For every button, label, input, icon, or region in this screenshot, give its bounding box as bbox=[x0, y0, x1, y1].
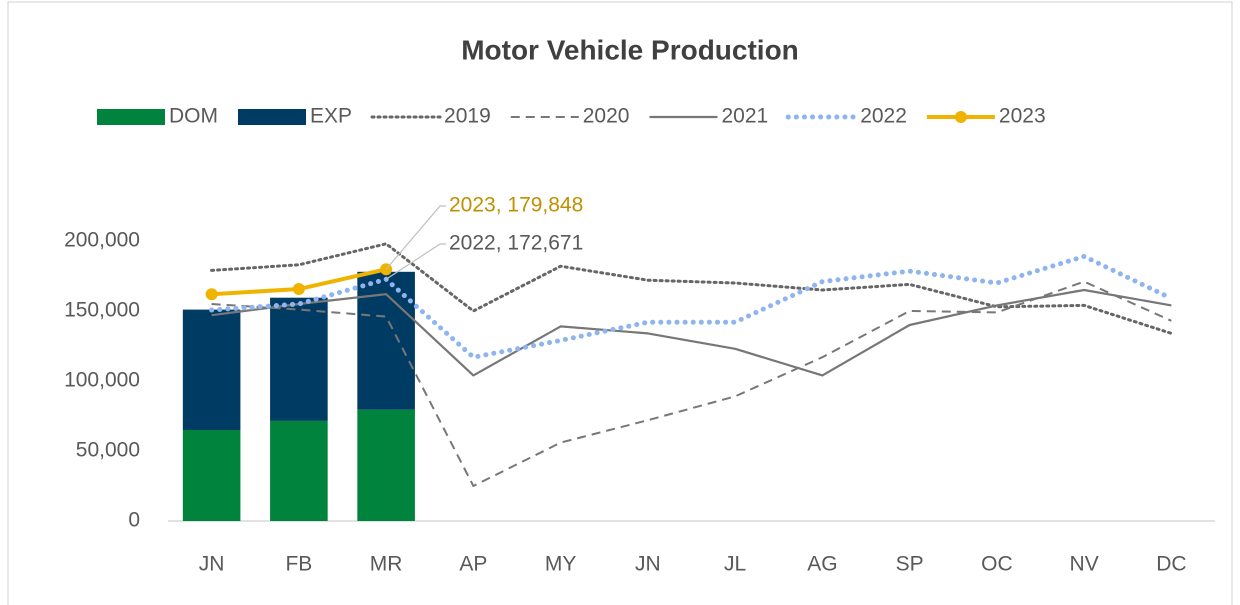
x-tick-label: JL bbox=[724, 553, 746, 576]
line-series bbox=[210, 242, 1173, 335]
y-tick-label: 50,000 bbox=[76, 439, 140, 462]
legend-label: 2023 bbox=[999, 105, 1046, 128]
legend-swatch bbox=[97, 109, 165, 125]
legend-swatch bbox=[238, 109, 306, 125]
x-tick-label: JN bbox=[635, 553, 661, 576]
x-tick-label: SP bbox=[896, 553, 924, 576]
x-tick-label: NV bbox=[1070, 553, 1099, 576]
bar bbox=[357, 271, 415, 410]
y-tick-label: 100,000 bbox=[64, 369, 140, 392]
legend-marker bbox=[954, 111, 967, 123]
bar bbox=[270, 420, 328, 521]
legend-label: 2022 bbox=[860, 105, 907, 128]
bar bbox=[182, 430, 241, 521]
bar bbox=[182, 309, 241, 430]
x-tick-label: AG bbox=[807, 553, 837, 576]
y-tick-label: 0 bbox=[128, 509, 140, 532]
x-tick-label: MR bbox=[370, 553, 403, 576]
bar bbox=[357, 409, 415, 521]
x-tick-label: MY bbox=[545, 553, 577, 576]
annotation: 2023, 179,848 bbox=[449, 194, 583, 217]
x-tick-label: JN bbox=[199, 553, 225, 576]
y-tick-label: 150,000 bbox=[64, 299, 140, 322]
x-tick-label: OC bbox=[981, 553, 1013, 576]
line-series bbox=[209, 253, 1174, 360]
y-tick-label: 200,000 bbox=[64, 229, 140, 252]
line-marker bbox=[292, 283, 305, 296]
line-marker bbox=[205, 288, 218, 301]
x-tick-label: FB bbox=[285, 553, 312, 576]
legend-label: 2021 bbox=[721, 105, 768, 128]
x-tick-label: AP bbox=[459, 553, 487, 576]
line-series bbox=[211, 288, 1172, 377]
legend-label: EXP bbox=[310, 105, 352, 128]
legend-label: 2019 bbox=[444, 105, 491, 128]
bar bbox=[270, 297, 328, 421]
annotation: 2022, 172,671 bbox=[449, 232, 583, 255]
annotation-leader bbox=[385, 205, 446, 270]
chart-title: Motor Vehicle Production bbox=[461, 34, 799, 65]
legend-label: 2020 bbox=[583, 105, 630, 128]
annotation-leader bbox=[385, 243, 446, 280]
x-tick-label: DC bbox=[1156, 553, 1186, 576]
legend-label: DOM bbox=[169, 105, 218, 128]
